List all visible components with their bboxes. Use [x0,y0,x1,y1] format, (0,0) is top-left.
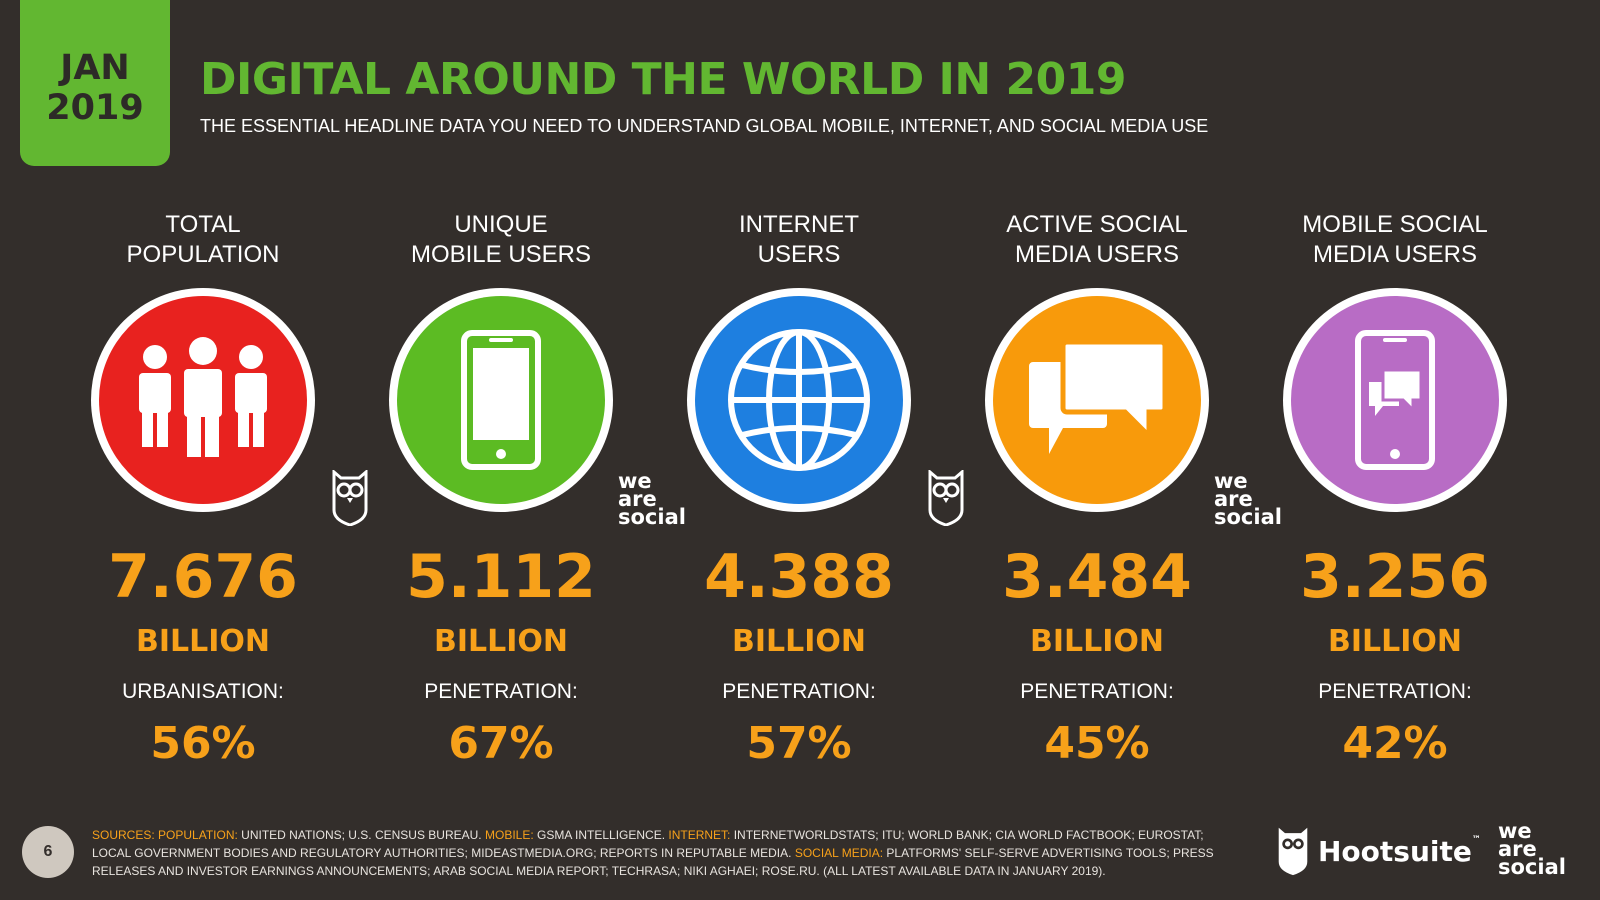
metric-label: PENETRATION: [424,680,578,703]
people-icon [99,296,307,504]
page-subtitle: THE ESSENTIAL HEADLINE DATA YOU NEED TO … [200,116,1209,136]
globe-icon [695,296,903,504]
stat-label: UNIQUE MOBILE USERS [410,211,592,268]
stat-unit: BILLION [1327,624,1463,659]
stat-value: 7.676 [108,542,298,612]
metric-label: PENETRATION: [1318,680,1472,703]
metric-label: PENETRATION: [1020,680,1174,703]
stat-label: INTERNET USERS [739,211,859,268]
we-are-social-logo: we are social [618,469,686,529]
date-tab: JAN 2019 [20,0,170,166]
mobile-phone-icon [397,296,605,504]
stat-unit: BILLION [731,624,867,659]
chat-bubbles-icon [993,296,1201,504]
stat-value: 5.112 [406,542,596,612]
metric-value: 67% [448,718,554,769]
date-year: 2019 [46,88,144,128]
stat-unit: BILLION [135,624,271,659]
we-are-social-logo: we are social [1498,819,1566,879]
stat-internet-users: INTERNET USERS 4.388 BILLION PENETR [659,210,939,770]
stat-mobile-social-media-users: MOBILE SOCIAL MEDIA USERS 3.256 BILLION … [1255,210,1535,770]
metric-label: URBANISATION: [122,680,284,703]
hootsuite-logo: Hootsuite™ [1276,826,1481,876]
sources-text: SOURCES: POPULATION: UNITED NATIONS; U.S… [92,828,1214,878]
page-title: DIGITAL AROUND THE WORLD IN 2019 [200,54,1127,105]
hootsuite-wordmark: Hootsuite™ [1318,834,1481,868]
hootsuite-owl-icon [331,468,369,527]
stat-circle [389,288,613,512]
hootsuite-owl-icon [1276,826,1310,876]
stat-value: 4.388 [704,542,894,612]
stat-unique-mobile-users: UNIQUE MOBILE USERS 5.112 BILLION PENETR… [361,210,641,770]
metric-value: 56% [150,718,256,769]
stat-circle [1283,288,1507,512]
stat-active-social-media-users: ACTIVE SOCIAL MEDIA USERS 3.484 BILLION … [957,210,1237,770]
stat-label: TOTAL POPULATION [126,211,280,268]
hootsuite-owl-icon [927,468,965,527]
stat-circle [985,288,1209,512]
mobile-chat-icon [1291,296,1499,504]
metric-value: 42% [1342,718,1448,769]
metric-value: 45% [1044,718,1150,769]
metric-value: 57% [746,718,852,769]
date-month: JAN [60,48,130,88]
stat-label: MOBILE SOCIAL MEDIA USERS [1302,211,1488,268]
stat-unit: BILLION [1029,624,1165,659]
stat-value: 3.256 [1300,542,1490,612]
we-are-social-logo: we are social [1214,469,1282,529]
stat-unit: BILLION [433,624,569,659]
stat-total-population: TOTAL POPULATION [63,210,343,770]
page-number: 6 [22,826,74,878]
stat-value: 3.484 [1002,542,1192,612]
stat-circle [91,288,315,512]
stat-label: ACTIVE SOCIAL MEDIA USERS [1006,211,1188,268]
metric-label: PENETRATION: [722,680,876,703]
stat-circle [687,288,911,512]
